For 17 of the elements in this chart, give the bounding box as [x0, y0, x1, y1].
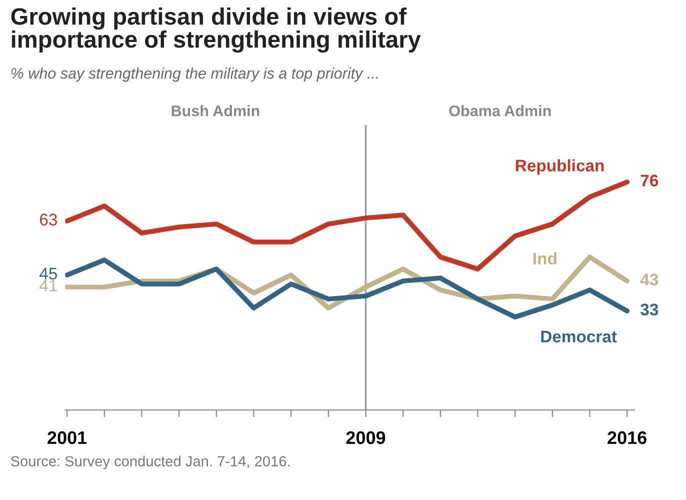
data-label: 41: [40, 280, 57, 292]
series-label: Ind: [534, 252, 556, 264]
text: Bush Admin: [172, 105, 260, 116]
text: Obama Admin: [449, 105, 551, 116]
data-label: 76: [640, 174, 658, 186]
data-label: 45: [40, 268, 58, 280]
x-tick-label: 2016: [608, 431, 647, 444]
series-label: Democrat: [541, 330, 617, 342]
data-label: 43: [640, 274, 658, 286]
chart-subtitle: % who say strengthening the military is a top priority ...: [11, 68, 378, 82]
chart-title: Growing partisan divide in views of importance of strengthening military: [11, 8, 421, 53]
data-label: 63: [40, 214, 57, 226]
data-label: 33: [640, 304, 658, 316]
source-note: Source: Survey conducted Jan. 7-14, 2016.: [10, 456, 290, 470]
x-tick-label: 2001: [48, 431, 87, 444]
x-tick-label: 2009: [346, 431, 386, 444]
series-label: Republican: [516, 159, 604, 175]
